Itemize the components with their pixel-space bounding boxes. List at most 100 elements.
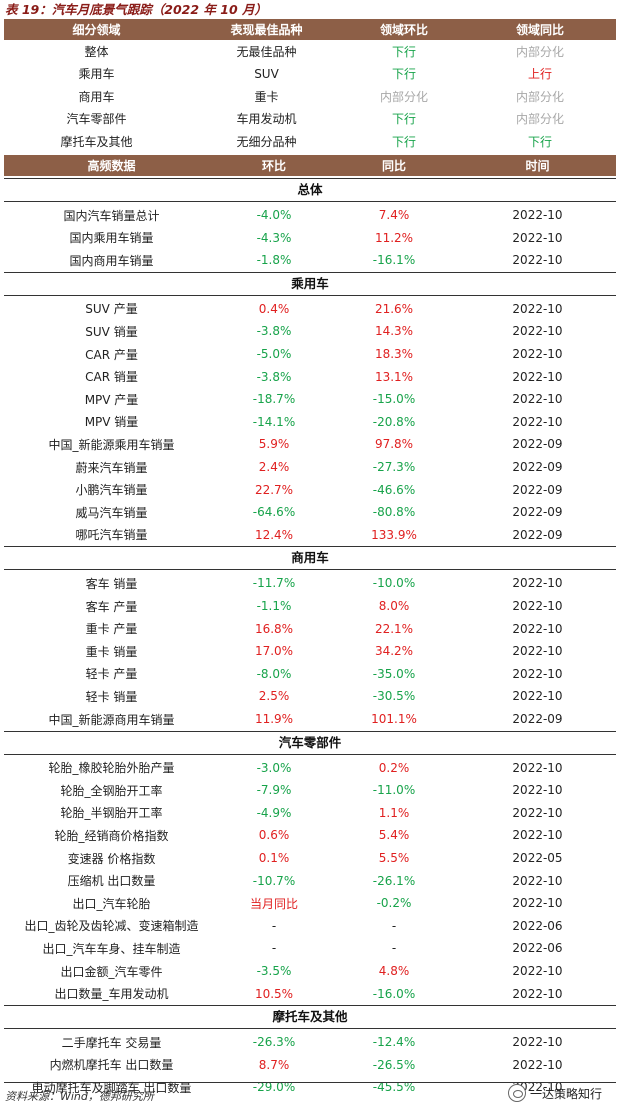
data-row: 轮胎_经销商价格指数 0.6% 5.4% 2022-10 — [4, 824, 616, 846]
data-cell: -26.3% — [252, 1035, 296, 1050]
data-row: 蔚来汽车销量 2.4% -27.3% 2022-09 — [4, 456, 616, 478]
summary-header-cell: 领域环比 — [379, 23, 428, 37]
data-cell: 4.8% — [378, 964, 410, 978]
data-cell: 2022-10 — [512, 1057, 563, 1072]
data-cell: -3.0% — [256, 760, 292, 775]
data-cell: 2022-10 — [512, 666, 563, 681]
summary-header-cell: 细分领域 — [72, 23, 121, 37]
freq-header-cell: 同比 — [381, 159, 406, 173]
data-cell: 客车 销量 — [85, 576, 138, 591]
summary-cell: 无最佳品种 — [236, 44, 297, 59]
data-cell: 2022-06 — [512, 941, 563, 956]
data-cell: 出口_汽车车身、挂车制造 — [42, 941, 181, 956]
summary-cell: SUV — [254, 66, 279, 81]
section-rule — [4, 546, 616, 548]
data-row: 客车 销量 -11.7% -10.0% 2022-10 — [4, 572, 616, 594]
summary-row: 摩托车及其他 无细分品种 下行 下行 — [4, 130, 616, 152]
data-cell: -35.0% — [372, 666, 416, 681]
data-cell: 0.1% — [258, 851, 290, 865]
data-cell: -16.1% — [372, 253, 416, 268]
data-row: 二手摩托车 交易量 -26.3% -12.4% 2022-10 — [4, 1031, 616, 1053]
data-cell: 5.4% — [378, 828, 410, 843]
data-cell: 13.1% — [374, 369, 414, 384]
data-cell: 133.9% — [371, 527, 417, 542]
data-cell: 轮胎_半钢胎开工率 — [60, 806, 163, 821]
watermark: 一达策略知行 — [508, 1084, 602, 1102]
data-cell: 轮胎_橡胶轮胎外胎产量 — [48, 761, 175, 776]
summary-cell: 车用发动机 — [236, 112, 297, 127]
data-row: 中国_新能源乘用车销量 5.9% 97.8% 2022-09 — [4, 433, 616, 455]
data-cell: 8.0% — [378, 599, 410, 613]
data-cell: 16.8% — [254, 621, 294, 636]
data-cell: 5.9% — [258, 437, 290, 452]
data-cell: 22.1% — [374, 621, 414, 636]
data-cell: 2022-06 — [512, 918, 563, 933]
watermark-text: 一达策略知行 — [530, 1086, 603, 1101]
data-row: 重卡 产量 16.8% 22.1% 2022-10 — [4, 618, 616, 640]
data-cell: 2022-10 — [512, 369, 563, 384]
data-cell: -26.1% — [372, 873, 416, 888]
data-cell: 0.6% — [258, 828, 290, 843]
data-cell: 2022-10 — [512, 644, 563, 659]
data-row: 变速器 价格指数 0.1% 5.5% 2022-05 — [4, 847, 616, 869]
data-cell: 出口_齿轮及齿轮减、变速箱制造 — [24, 919, 199, 934]
data-cell: 小鹏汽车销量 — [75, 483, 148, 498]
section-rule — [4, 1005, 616, 1007]
wechat-icon — [508, 1084, 526, 1102]
data-cell: 0.4% — [258, 301, 290, 316]
source-note: 资料来源：Wind，德邦研究所 — [5, 1090, 154, 1103]
bottom-rule — [4, 1082, 616, 1083]
data-cell: 2022-10 — [512, 986, 563, 1001]
summary-cell: 摩托车及其他 — [60, 134, 133, 149]
data-cell: 国内汽车销量总计 — [63, 208, 160, 223]
data-row: 出口_齿轮及齿轮减、变速箱制造 - - 2022-06 — [4, 915, 616, 937]
freq-header: 高频数据 环比 同比 时间 — [4, 155, 616, 176]
summary-cell: 内部分化 — [515, 112, 564, 127]
data-cell: -64.6% — [252, 505, 296, 520]
data-cell: 18.3% — [374, 347, 414, 361]
summary-row: 商用车 重卡 内部分化 内部分化 — [4, 85, 616, 107]
data-row: MPV 销量 -14.1% -20.8% 2022-10 — [4, 411, 616, 433]
data-cell: 2022-05 — [512, 851, 563, 865]
section-title: 摩托车及其他 — [272, 1009, 348, 1025]
data-cell: -45.5% — [372, 1080, 416, 1095]
summary-cell: 上行 — [527, 67, 552, 82]
data-cell: -1.1% — [256, 599, 292, 613]
data-row: 轻卡 产量 -8.0% -35.0% 2022-10 — [4, 663, 616, 685]
data-row: SUV 销量 -3.8% 14.3% 2022-10 — [4, 320, 616, 342]
section-title: 汽车零部件 — [278, 734, 342, 750]
summary-cell: 下行 — [391, 67, 416, 82]
data-cell: 2022-10 — [512, 689, 563, 704]
summary-header-cell: 领域同比 — [515, 23, 564, 37]
data-cell: -29.0% — [252, 1080, 296, 1095]
summary-cell: 整体 — [84, 44, 109, 59]
data-cell: CAR 产量 — [85, 347, 138, 362]
data-cell: 国内商用车销量 — [69, 253, 154, 268]
data-cell: -8.0% — [256, 666, 292, 681]
summary-cell: 内部分化 — [515, 89, 564, 104]
summary-cell: 乘用车 — [78, 67, 115, 82]
summary-cell: 下行 — [391, 44, 416, 59]
data-cell: 客车 产量 — [85, 599, 138, 614]
data-cell: 2022-10 — [512, 301, 563, 316]
data-cell: 2022-10 — [512, 347, 563, 361]
data-cell: 中国_新能源乘用车销量 — [48, 437, 175, 452]
data-cell: -20.8% — [372, 414, 416, 429]
data-cell: 电动摩托车及脚踏车 出口数量 — [31, 1080, 192, 1095]
data-cell: 17.0% — [254, 644, 294, 659]
data-cell: 中国_新能源商用车销量 — [48, 712, 175, 727]
summary-header-cell: 表现最佳品种 — [230, 23, 303, 37]
data-cell: 2022-10 — [512, 964, 563, 978]
data-row: 哪吒汽车销量 12.4% 133.9% 2022-09 — [4, 524, 616, 546]
data-cell: -3.8% — [256, 369, 292, 384]
data-cell: -15.0% — [372, 392, 416, 407]
section-rule — [4, 1028, 616, 1030]
data-cell: 变速器 价格指数 — [67, 851, 156, 866]
data-cell: 当月同比 — [249, 896, 298, 911]
data-cell: -3.5% — [256, 964, 292, 978]
data-cell: 2022-10 — [512, 414, 563, 429]
section-title: 总体 — [297, 182, 323, 197]
data-cell: 14.3% — [374, 324, 414, 339]
data-cell: 34.2% — [374, 644, 414, 659]
data-cell: -30.5% — [372, 689, 416, 704]
